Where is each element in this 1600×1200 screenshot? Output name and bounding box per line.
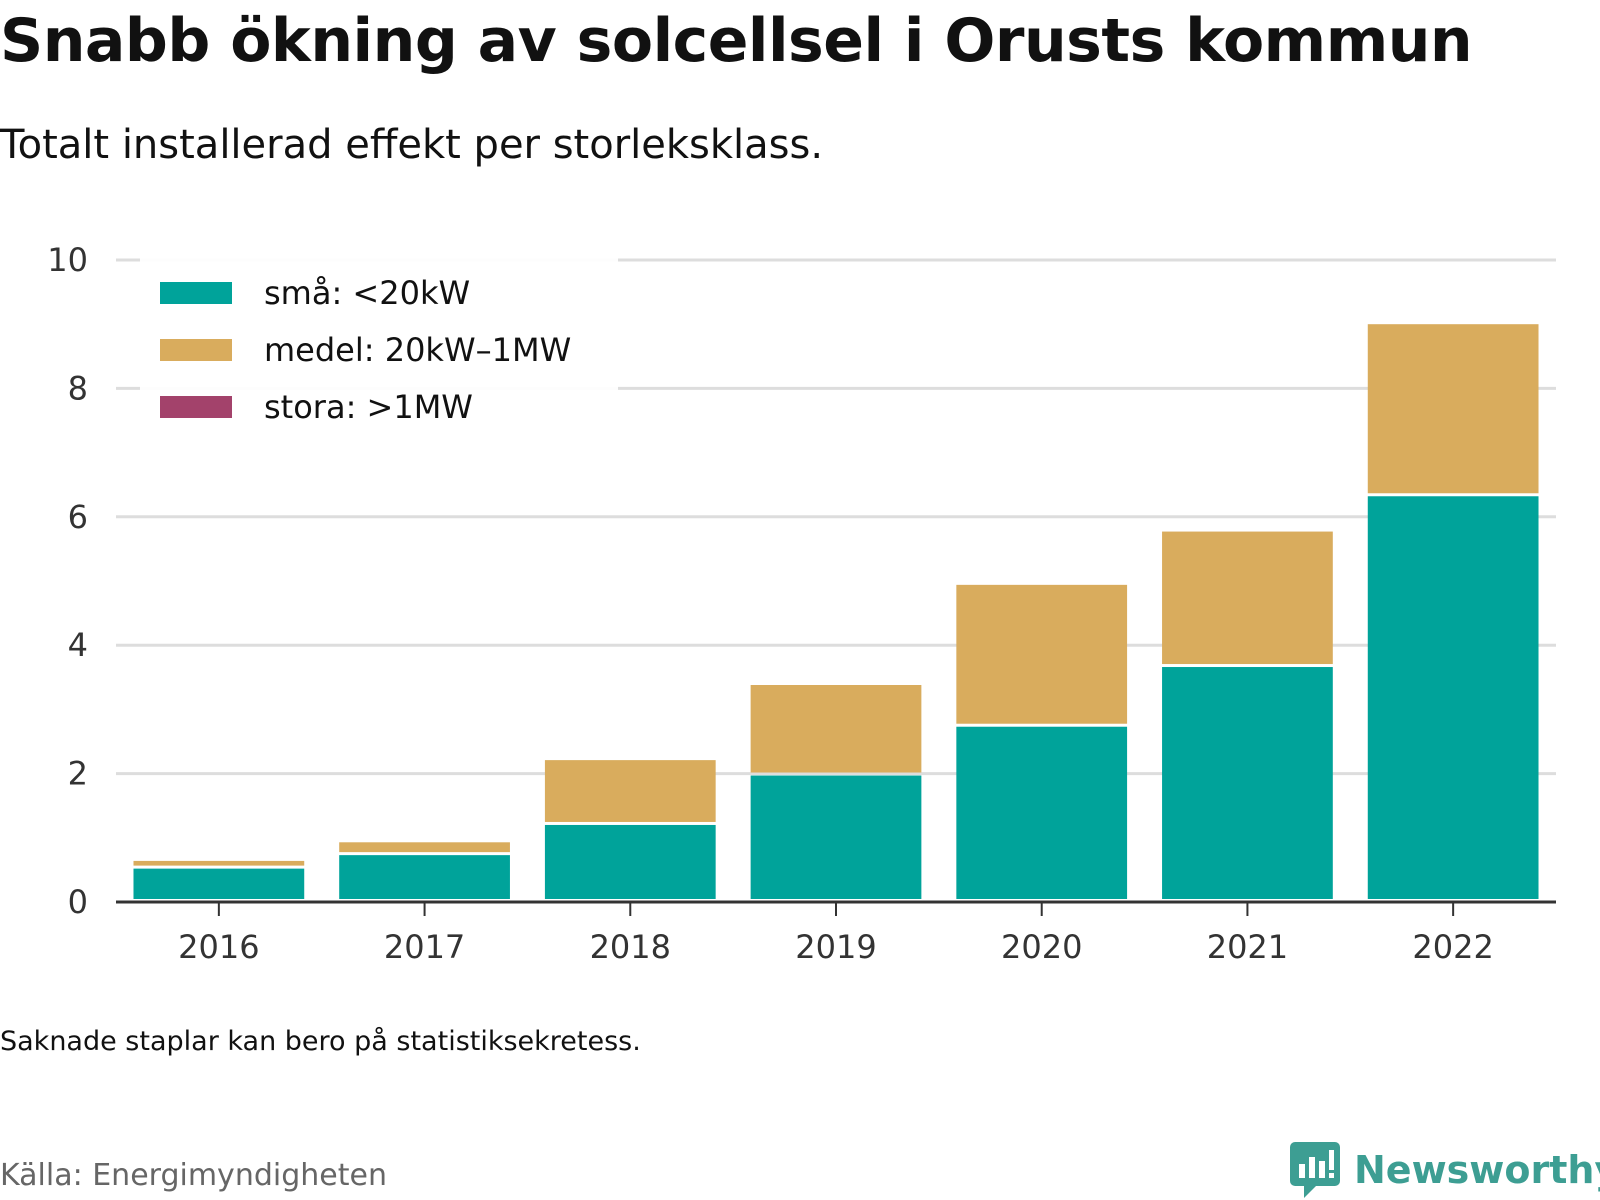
y-tick-label: 0 (68, 883, 88, 921)
newsworthy-logo-icon (1290, 1142, 1340, 1198)
legend-swatch (160, 339, 232, 361)
x-tick-label: 2022 (1412, 928, 1493, 966)
x-tick-label: 2020 (1001, 928, 1082, 966)
y-tick-label: 2 (68, 755, 88, 793)
brand-logo: Newsworthy (1290, 1142, 1600, 1198)
y-tick-label: 10 (47, 241, 88, 279)
legend: små: <20kW medel: 20kW–1MW stora: >1MW (140, 258, 618, 434)
x-tick-label: 2021 (1207, 928, 1288, 966)
bar-segment (1162, 667, 1333, 899)
bar-segment (544, 824, 716, 899)
legend-label: stora: >1MW (264, 388, 473, 426)
bar-segment (956, 584, 1128, 724)
chart-title: Snabb ökning av solcellsel i Orusts komm… (0, 6, 1473, 76)
source-label: Källa: Energimyndigheten (0, 1158, 387, 1193)
chart-subtitle: Totalt installerad effekt per storlekskl… (0, 122, 824, 168)
axes: 0 2 4 6 8 10 2016 2017 2018 2019 2020 2021 2022 (47, 241, 1556, 966)
bar-segment (1367, 496, 1539, 899)
y-tick-label: 4 (68, 626, 88, 664)
x-tick-label: 2017 (384, 928, 465, 966)
brand-name: Newsworthy (1354, 1148, 1600, 1192)
bar-segment (1367, 324, 1539, 494)
bar-segment (339, 855, 510, 899)
x-tick-label: 2019 (795, 928, 876, 966)
y-tick-label: 6 (68, 498, 88, 536)
bar-segment (133, 868, 305, 899)
bar-segment (1162, 531, 1333, 665)
legend-label: små: <20kW (264, 274, 470, 312)
legend-label: medel: 20kW–1MW (264, 331, 571, 369)
bar-segment (750, 685, 922, 773)
bar-segment (133, 860, 305, 866)
bar-segment (750, 775, 922, 899)
legend-swatch (160, 282, 232, 304)
x-tick-label: 2016 (178, 928, 259, 966)
x-tick-label: 2018 (590, 928, 671, 966)
bars (133, 324, 1539, 899)
footnote: Saknade staplar kan bero på statistiksek… (0, 1026, 641, 1057)
y-tick-label: 8 (68, 369, 88, 407)
bar-segment (956, 726, 1128, 899)
legend-swatch (160, 396, 232, 418)
stacked-bar-chart: 0 2 4 6 8 10 2016 2017 2018 2019 2020 2021 2022 små:… (47, 241, 1556, 966)
bar-segment (339, 842, 510, 853)
bar-segment (544, 760, 716, 822)
